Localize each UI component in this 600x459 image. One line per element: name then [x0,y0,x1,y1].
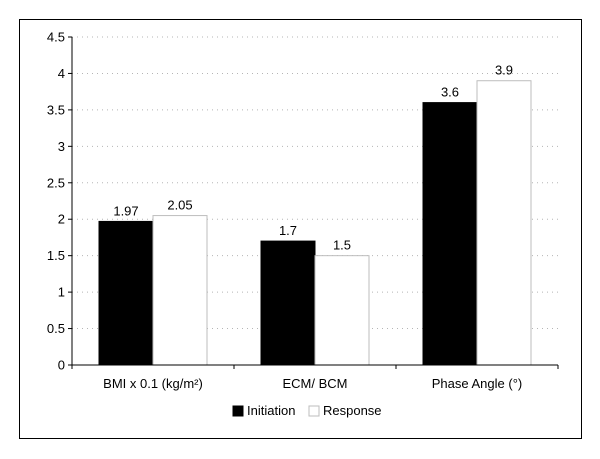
data-label: 3.6 [441,85,459,100]
bar-response [476,80,532,366]
bars [98,80,532,366]
y-tick-label: 2.5 [47,175,65,190]
y-tick-label: 0 [58,358,65,373]
y-tick-label: 4.5 [47,30,65,45]
bar-response [152,215,208,366]
legend-label-initiation: Initiation [247,403,295,418]
x-tick-label: Phase Angle (°) [432,376,522,391]
axes [71,37,558,366]
y-tick-label: 2 [58,212,65,227]
data-label: 2.05 [167,198,192,213]
data-label: 1.7 [279,223,297,238]
y-tick-label: 3.5 [47,102,65,117]
y-tick-label: 4 [58,66,65,81]
x-ticks: BMI x 0.1 (kg/m²) ECM/ BCM Phase Angle (°) [71,365,559,391]
data-label: 3.9 [495,63,513,78]
data-label: 1.97 [113,203,138,218]
legend-label-response: Response [323,403,382,418]
data-label: 1.5 [333,238,351,253]
y-tick-label: 0.5 [47,321,65,336]
x-tick-label: ECM/ BCM [283,376,348,391]
bar-initiation [98,220,154,366]
bar-initiation [422,102,478,366]
legend-swatch-response [308,405,320,417]
y-ticks: 0 0.5 1 1.5 2 2.5 3 3.5 4 4.5 [47,30,72,373]
bar-response [314,255,370,366]
legend: Initiation Response [232,403,382,418]
bar-initiation [260,240,316,366]
y-tick-label: 1 [58,285,65,300]
data-labels: 1.97 2.05 1.7 1.5 3.6 3.9 [113,63,513,253]
y-tick-label: 1.5 [47,248,65,263]
legend-swatch-initiation [232,405,244,417]
y-tick-label: 3 [58,139,65,154]
x-tick-label: BMI x 0.1 (kg/m²) [103,376,203,391]
